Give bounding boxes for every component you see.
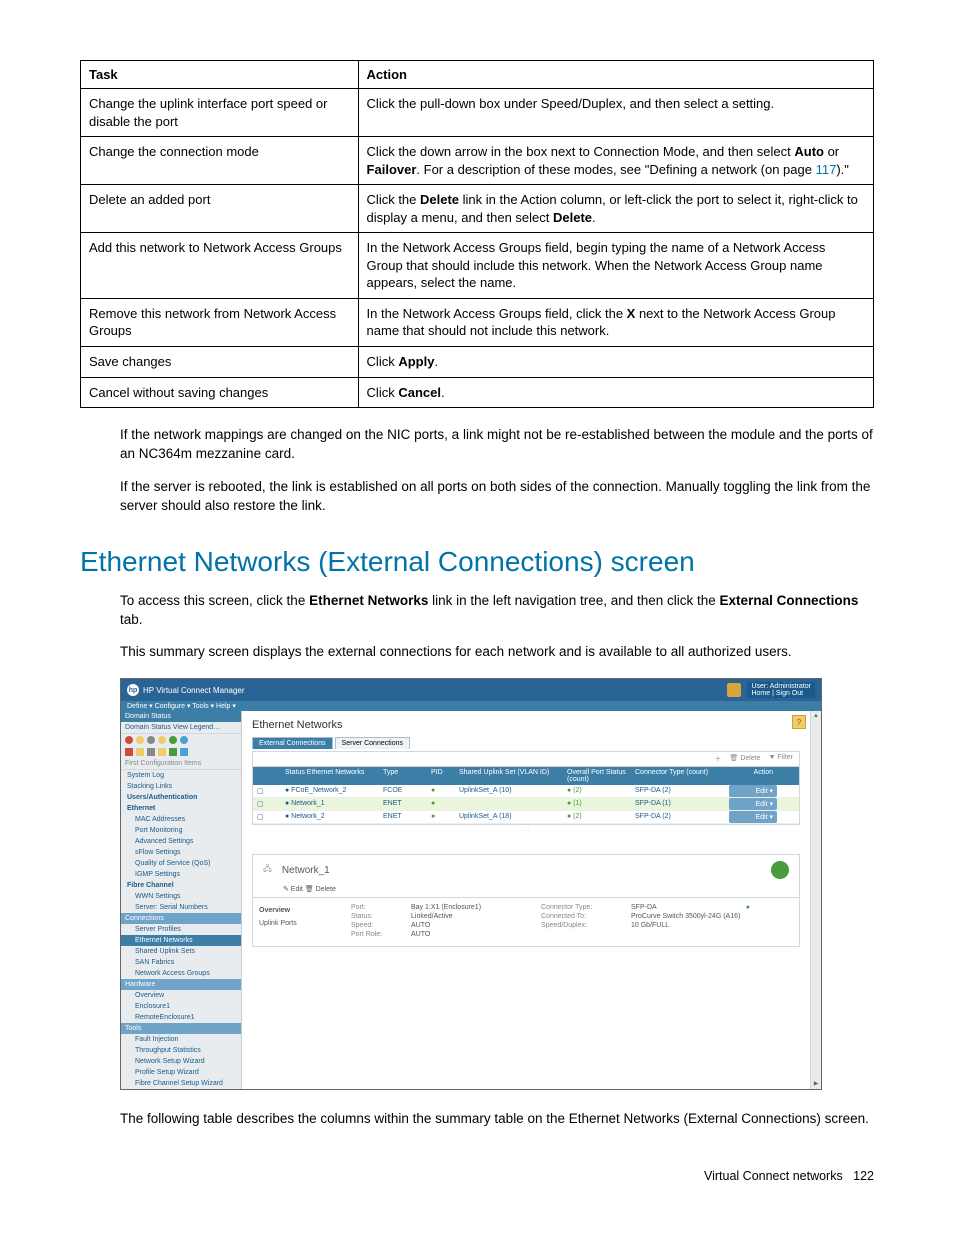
nav-hdr-domain: Domain Status (121, 711, 241, 722)
nav-item[interactable]: IGMP Settings (121, 869, 241, 880)
action-cell: Click the pull-down box under Speed/Dupl… (358, 89, 873, 137)
grid-row[interactable]: ▢● FCoE_Network_2FCOE●UplinkSet_A (10)● … (253, 785, 799, 798)
th-action: Action (358, 61, 873, 89)
nav-item[interactable]: Tools (121, 1023, 241, 1034)
nav-item[interactable]: Stacking Links (121, 781, 241, 792)
paragraph-nic: If the network mappings are changed on t… (120, 426, 874, 464)
nav-tree[interactable]: Domain Status Domain Status View Legend…… (121, 711, 242, 1089)
nav-item[interactable]: RemoteEnclosure1 (121, 1012, 241, 1023)
grid-row[interactable]: ▢● Network_2ENET●UplinkSet_A (18)● (2)SF… (253, 811, 799, 824)
nav-item[interactable]: Fault Injection (121, 1034, 241, 1045)
nav-item[interactable]: Profile Setup Wizard (121, 1067, 241, 1078)
action-cell: Click the down arrow in the box next to … (358, 137, 873, 185)
action-cell: Click Cancel. (358, 377, 873, 408)
tab-server-connections[interactable]: Server Connections (335, 737, 410, 749)
section-heading: Ethernet Networks (External Connections)… (80, 546, 874, 578)
tab-external-connections[interactable]: External Connections (252, 737, 333, 749)
nav-item[interactable]: Connections (121, 913, 241, 924)
page-footer: Virtual Connect networks 122 (80, 1169, 874, 1183)
nav-item[interactable]: SAN Fabrics (121, 957, 241, 968)
grid-row[interactable]: ▢● Network_1ENET●● (1)SFP-DA (1)Edit ▾ (253, 798, 799, 811)
action-cell: Click Apply. (358, 347, 873, 378)
page-title: Ethernet Networks (252, 719, 800, 731)
task-cell: Change the uplink interface port speed o… (81, 89, 359, 137)
task-cell: Cancel without saving changes (81, 377, 359, 408)
nav-item[interactable]: Fibre Channel Setup Wizard (121, 1078, 241, 1089)
nav-item[interactable]: Server Profiles (121, 924, 241, 935)
help-icon[interactable]: ? (792, 715, 806, 729)
titlebar: hp HP Virtual Connect Manager User: Admi… (121, 679, 821, 701)
nav-item[interactable]: Users/Authentication (121, 792, 241, 803)
th-task: Task (81, 61, 359, 89)
task-cell: Delete an added port (81, 185, 359, 233)
first-config: First Configuration Items (121, 758, 241, 770)
task-cell: Remove this network from Network Access … (81, 298, 359, 346)
detail-tree-icon: 🖧 (263, 863, 272, 877)
status-icons (121, 734, 241, 746)
nav-item[interactable]: Ethernet (121, 803, 241, 814)
nav-item[interactable]: Quality of Service (QoS) (121, 858, 241, 869)
detail-name: Network_1 (282, 865, 330, 876)
nav-item[interactable]: Ethernet Networks (121, 935, 241, 946)
nav-item[interactable]: Hardware (121, 979, 241, 990)
intro-p2: This summary screen displays the externa… (120, 643, 874, 662)
action-cell: In the Network Access Groups field, begi… (358, 233, 873, 299)
nav-item[interactable]: Server: Serial Numbers (121, 902, 241, 913)
intro-p1: To access this screen, click the Etherne… (120, 592, 874, 630)
task-cell: Change the connection mode (81, 137, 359, 185)
nav-item[interactable]: Shared Uplink Sets (121, 946, 241, 957)
nav-item[interactable]: Network Setup Wizard (121, 1056, 241, 1067)
main-panel: ? Ethernet Networks External Connections… (242, 711, 810, 1089)
tool-delete[interactable]: 🗑 Delete (729, 754, 760, 764)
nav-item[interactable]: Overview (121, 990, 241, 1001)
detail-tab[interactable]: Overview (259, 904, 339, 917)
nav-item[interactable]: Fibre Channel (121, 880, 241, 891)
user-label: User: Administrator (751, 683, 811, 690)
closing-paragraph: The following table describes the column… (120, 1110, 874, 1129)
nav-item[interactable]: System Log (121, 770, 241, 781)
menubar[interactable]: Define ▾ Configure ▾ Tools ▾ Help ▾ (121, 701, 821, 711)
detail-tab[interactable]: Uplink Ports (259, 917, 339, 930)
nav-item[interactable]: Advanced Settings (121, 836, 241, 847)
paragraph-reboot: If the server is rebooted, the link is e… (120, 478, 874, 516)
detail-tools[interactable]: ✎ Edit 🗑 Delete (253, 885, 799, 897)
nav-item[interactable]: Network Access Groups (121, 968, 241, 979)
tool-filter[interactable]: ▼ Filter (769, 754, 793, 764)
task-action-table: Task Action Change the uplink interface … (80, 60, 874, 408)
app-title: HP Virtual Connect Manager (143, 686, 245, 695)
nav-item[interactable]: Port Monitoring (121, 825, 241, 836)
user-links[interactable]: Home | Sign Out (751, 690, 803, 697)
action-cell: Click the Delete link in the Action colu… (358, 185, 873, 233)
task-cell: Add this network to Network Access Group… (81, 233, 359, 299)
tool-add[interactable]: ＋ (714, 754, 721, 764)
nav-item[interactable]: Throughput Statistics (121, 1045, 241, 1056)
nav-item[interactable]: sFlow Settings (121, 847, 241, 858)
detail-panel: 🖧 Network_1 ✎ Edit 🗑 Delete OverviewUpli… (252, 854, 800, 947)
status-icons (121, 746, 241, 758)
nav-item[interactable]: Enclosure1 (121, 1001, 241, 1012)
hp-logo-icon: hp (127, 684, 139, 696)
app-screenshot: hp HP Virtual Connect Manager User: Admi… (120, 678, 822, 1090)
scrollbar[interactable]: ▲▶ (810, 711, 821, 1089)
detail-status-icon: ● (746, 904, 750, 911)
banner-icon (727, 683, 741, 697)
task-cell: Save changes (81, 347, 359, 378)
nav-item[interactable]: MAC Addresses (121, 814, 241, 825)
nav-domain-status[interactable]: Domain Status View Legend… (121, 722, 241, 734)
status-ok-icon (771, 861, 789, 879)
action-cell: In the Network Access Groups field, clic… (358, 298, 873, 346)
nav-item[interactable]: WWN Settings (121, 891, 241, 902)
